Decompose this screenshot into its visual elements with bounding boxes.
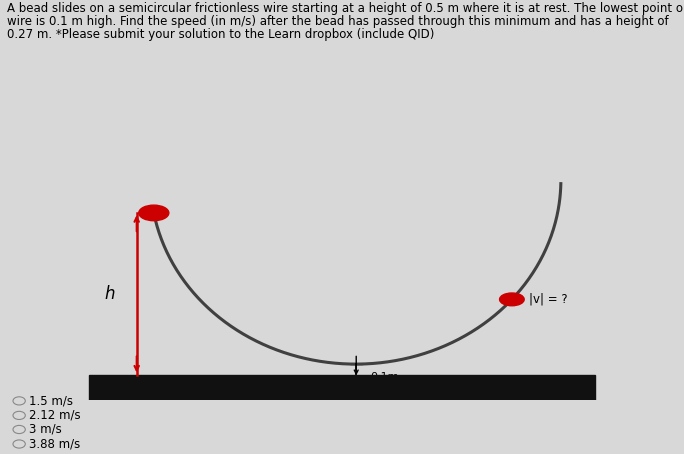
Text: 3.88 m/s: 3.88 m/s [29,438,80,450]
Text: h: h [104,285,115,303]
Circle shape [499,293,524,306]
Circle shape [139,205,169,221]
Text: 0.27 m. *Please submit your solution to the Learn dropbox (include QID): 0.27 m. *Please submit your solution to … [7,28,434,41]
Text: 2.12 m/s: 2.12 m/s [29,409,80,422]
Text: 1.5 m/s: 1.5 m/s [29,395,73,407]
Text: 3 m/s: 3 m/s [29,423,62,436]
Bar [89,375,595,400]
Text: A bead slides on a semicircular frictionless wire starting at a height of 0.5 m : A bead slides on a semicircular friction… [7,2,684,15]
Text: 0.1m: 0.1m [370,371,398,381]
Text: wire is 0.1 m high. Find the speed (in m/s) after the bead has passed through th: wire is 0.1 m high. Find the speed (in m… [7,15,668,28]
Text: |v| = ?: |v| = ? [529,293,568,306]
